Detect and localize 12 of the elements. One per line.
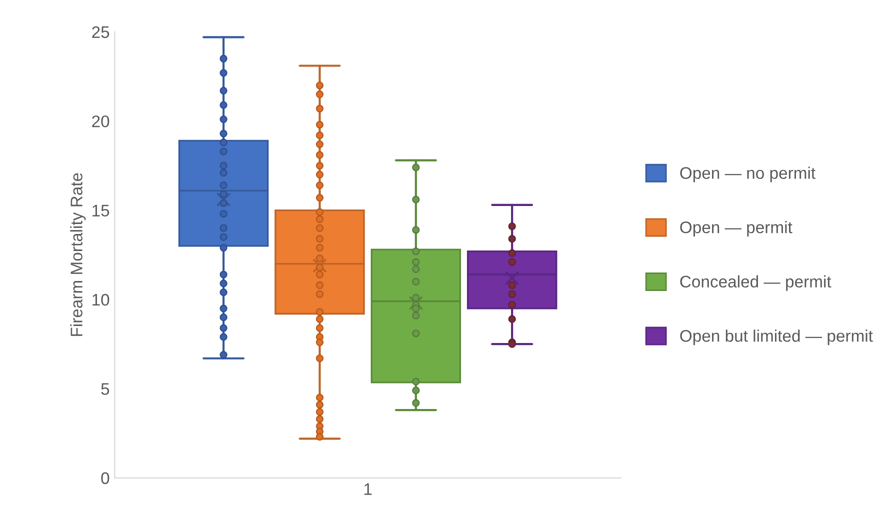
legend-label: Open — no permit [680,166,816,182]
y-tick-label: 0 [101,472,110,484]
legend-label: Concealed — permit [680,275,832,291]
y-tick-label: 25 [92,26,110,38]
y-tick-label: 5 [101,383,110,395]
y-tick-label: 20 [92,115,110,128]
legend-label: Open — permit [680,221,792,237]
y-tick-label: 10 [92,294,110,306]
y-tick-label: 15 [92,204,110,216]
y-axis-title: Firearm Mortality Rate [70,173,86,336]
x-tick-label: 1 [364,483,372,495]
legend-label: Open but limited — permit [680,330,873,346]
